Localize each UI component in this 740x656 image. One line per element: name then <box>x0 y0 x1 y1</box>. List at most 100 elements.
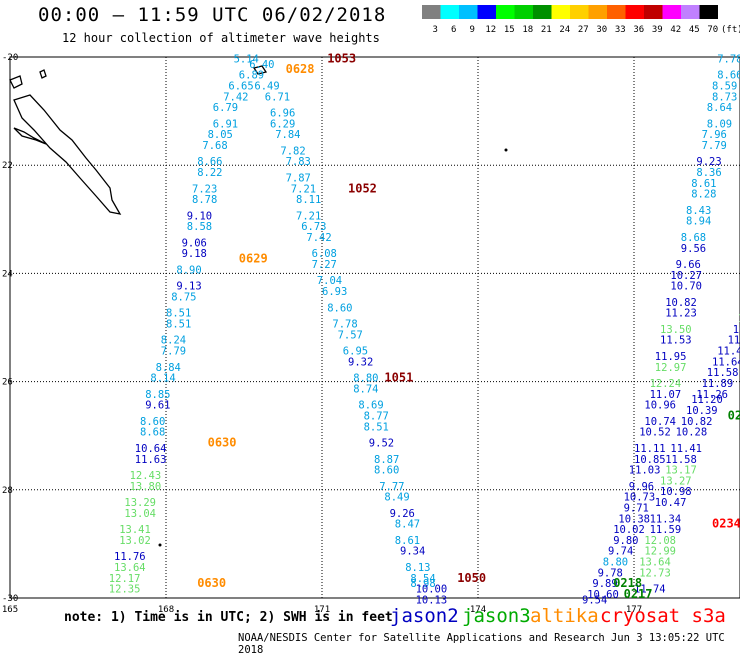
swh-value: 10.85 <box>634 454 666 466</box>
legend-swatch <box>551 5 570 19</box>
swh-value: 8.68 <box>140 427 165 439</box>
swh-value: 10.98 <box>660 486 692 498</box>
legend-label: 3 <box>433 25 438 35</box>
swh-value: 13.17 <box>665 465 697 477</box>
legend-label: 6 <box>451 25 456 35</box>
map-subtitle: 12 hour collection of altimeter wave hei… <box>62 31 380 45</box>
swh-value: 11.63 <box>135 454 167 466</box>
swh-value: 6.79 <box>213 102 238 114</box>
swh-value: 9.66 <box>676 259 701 271</box>
swh-value: 7.79 <box>161 346 186 358</box>
island-dot <box>504 148 508 152</box>
swh-value: 7.79 <box>702 140 727 152</box>
coastline <box>39 69 47 79</box>
swh-value: 11.42 <box>717 346 740 358</box>
swh-value: 9.71 <box>624 502 649 514</box>
swh-value: 10.82 <box>665 297 697 309</box>
footer-credit: NOAA/NESDIS Center for Satellite Applica… <box>238 632 725 656</box>
legend-label: 39 <box>652 25 663 35</box>
swh-value: 11.74 <box>634 584 666 596</box>
swh-value: 12.97 <box>655 362 687 374</box>
swh-value: 11.53 <box>660 335 692 347</box>
legend-unit: (ft) <box>721 25 740 35</box>
swh-value: 9.10 <box>187 210 212 222</box>
swh-value: 9.32 <box>348 356 373 368</box>
swh-value: 6.49 <box>254 80 279 92</box>
swh-value: 7.84 <box>275 129 300 141</box>
legend-label: 42 <box>670 25 681 35</box>
swh-value: 5.14 <box>234 53 259 65</box>
swh-value: 10.38 <box>618 513 650 525</box>
swh-value: 11.03 <box>629 465 661 477</box>
swh-value: 9.23 <box>696 156 721 168</box>
legend-jason3: jason3 <box>462 605 531 627</box>
swh-value: 8.58 <box>187 221 212 233</box>
time-label: 1053 <box>327 51 356 65</box>
swh-value: 9.96 <box>629 481 654 493</box>
legend-swatch <box>625 5 644 19</box>
map-title: 00:00 – 11:59 UTC 06/02/2018 <box>38 4 387 26</box>
swh-value: 8.66 <box>717 70 740 82</box>
swh-value: 8.61 <box>395 535 420 547</box>
swh-value: 8.73 <box>712 91 737 103</box>
swh-value: 13.64 <box>114 562 146 574</box>
time-label: 1050 <box>457 571 486 585</box>
swh-value: 13.41 <box>119 524 151 536</box>
swh-value: 7.77 <box>379 481 404 493</box>
swh-value: 8.68 <box>681 232 706 244</box>
swh-value: 9.61 <box>145 400 170 412</box>
legend-jason2: jason2 <box>390 605 459 627</box>
swh-value: 10.28 <box>676 427 708 439</box>
swh-value: 8.14 <box>150 373 175 385</box>
swh-value: 9.78 <box>598 567 623 579</box>
swh-value: 8.80 <box>603 557 628 569</box>
swh-value: 10.96 <box>644 400 676 412</box>
legend-swatch <box>533 5 552 19</box>
swh-value: 10.02 <box>613 524 645 536</box>
swh-value: 7.83 <box>286 156 311 168</box>
swh-value: 9.13 <box>176 281 201 293</box>
swh-value: 9.56 <box>681 243 706 255</box>
swh-value: 6.96 <box>270 108 295 120</box>
swh-value: 12.08 <box>644 535 676 547</box>
swh-value: 9.80 <box>613 535 638 547</box>
swh-value: 11.34 <box>650 513 682 525</box>
legend-swatch <box>644 5 663 19</box>
swh-value: 6.40 <box>249 59 274 71</box>
swh-value: 7.21 <box>291 183 316 195</box>
swh-value: 13.50 <box>660 324 692 336</box>
map-frame <box>9 56 740 599</box>
legend-swatch <box>699 5 718 19</box>
legend-label: 15 <box>504 25 515 35</box>
swh-value: 8.69 <box>358 400 383 412</box>
coastline <box>9 75 23 89</box>
swh-value: 11.50 <box>728 335 740 347</box>
swh-value: 8.60 <box>140 416 165 428</box>
lat-tick-label: -30 <box>2 594 18 604</box>
swh-value: 10.39 <box>686 405 718 417</box>
swh-value: 7.78 <box>717 53 740 65</box>
swh-value: 7.21 <box>296 210 321 222</box>
legend-swatch <box>477 5 496 19</box>
time-label: 0218 <box>613 576 642 590</box>
legend-swatch <box>440 5 459 19</box>
swh-value: 9.06 <box>182 237 207 249</box>
swh-value: 13.04 <box>124 508 156 520</box>
swh-value: 8.11 <box>296 194 321 206</box>
swh-value: 8.24 <box>161 335 186 347</box>
coastline <box>13 94 122 215</box>
swh-value: 8.77 <box>364 410 389 422</box>
lat-tick-label: 28 <box>2 486 13 496</box>
swh-value: 10.52 <box>639 427 671 439</box>
swh-value: 9.52 <box>369 438 394 450</box>
time-label: 1051 <box>384 371 413 385</box>
swh-value: 10.60 <box>587 589 619 601</box>
lat-tick-label: 24 <box>2 269 13 279</box>
swh-value: 8.51 <box>166 308 191 320</box>
swh-value: 13.27 <box>660 475 692 487</box>
swh-value: 8.28 <box>691 189 716 201</box>
swh-value: 8.64 <box>707 102 732 114</box>
swh-value: 8.22 <box>197 167 222 179</box>
swh-value: 9.89 <box>592 578 617 590</box>
swh-value: 12.73 <box>639 567 671 579</box>
